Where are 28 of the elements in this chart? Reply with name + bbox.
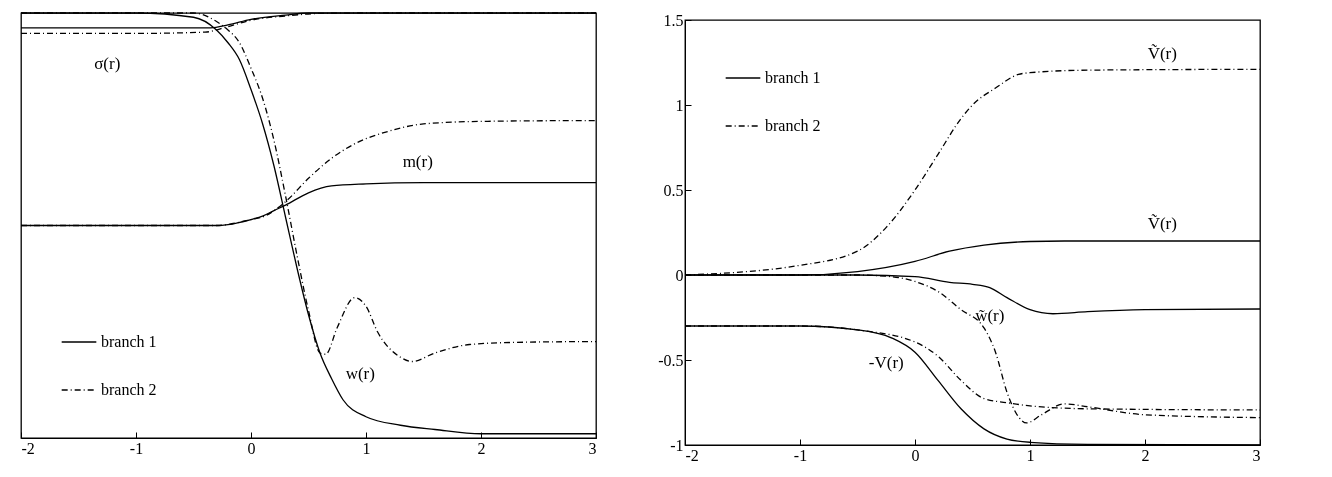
x-tick-label: 3 — [1252, 446, 1261, 464]
annotation: Ṽ(r) — [1147, 44, 1177, 63]
x-tick-label: 2 — [477, 439, 486, 457]
annotation: σ(r) — [94, 54, 121, 73]
x-tick-label: -1 — [793, 446, 808, 464]
x-tick-label: 2 — [1141, 446, 1150, 464]
y-tick-label: 1.5 — [663, 11, 684, 29]
y-tick-label: 0 — [675, 266, 684, 284]
x-tick-label: 0 — [911, 446, 920, 464]
x-tick-label: 1 — [1026, 446, 1035, 464]
y-tick-label: -0.5 — [658, 351, 684, 369]
x-tick-label: 3 — [588, 439, 597, 457]
annotation: w̃(r) — [975, 305, 1005, 325]
x-tick-label: 0 — [247, 439, 256, 457]
x-tick-label: -2 — [685, 446, 699, 464]
legend-label: branch 1 — [101, 333, 157, 350]
legend-label: branch 1 — [765, 69, 821, 86]
legend-label: branch 2 — [765, 117, 821, 134]
annotation: Ṽ(r) — [1147, 214, 1177, 233]
annotation: w(r) — [345, 364, 375, 384]
x-tick-label: -2 — [21, 439, 35, 457]
annotation: m(r) — [402, 151, 433, 171]
y-tick-label: 0.5 — [663, 181, 684, 199]
y-tick-label: 1 — [675, 96, 684, 114]
annotation: -V(r) — [868, 353, 904, 373]
x-tick-label: 1 — [362, 439, 371, 457]
x-tick-label: -1 — [129, 439, 144, 457]
legend-label: branch 2 — [101, 381, 157, 398]
